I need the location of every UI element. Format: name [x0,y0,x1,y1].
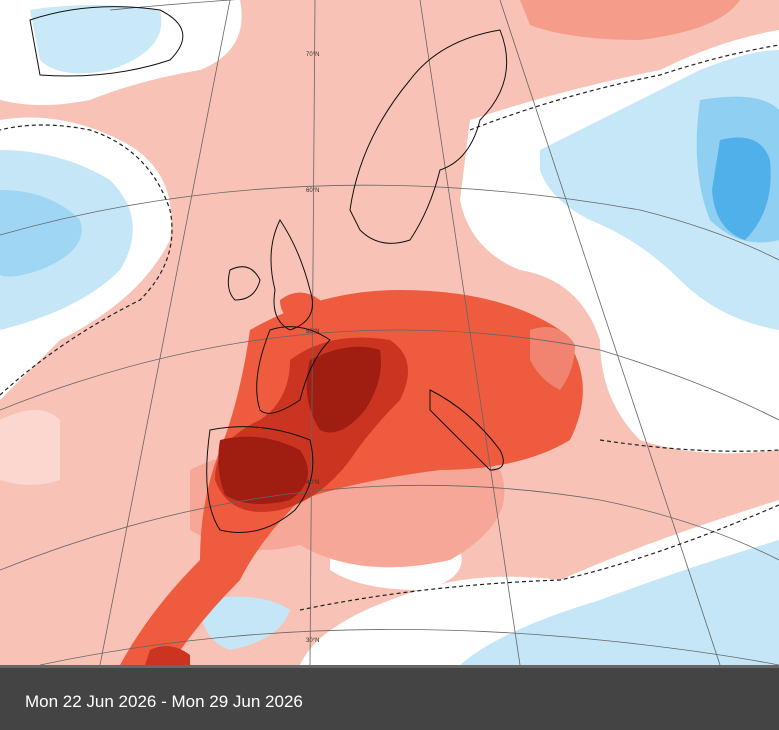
date-range-caption: Mon 22 Jun 2026 - Mon 29 Jun 2026 [25,692,303,711]
latitude-label: 60°N [306,188,319,194]
latitude-label: 30°N [306,638,319,644]
caption-bar: Mon 22 Jun 2026 - Mon 29 Jun 2026 [0,665,779,730]
latitude-label: 40°N [306,480,319,486]
latitude-label: 70°N [306,52,319,58]
contours-and-coasts [0,6,779,611]
latitude-label: 50°N [306,329,319,335]
warm-anomaly-areas [120,0,740,665]
graticule [0,0,779,665]
anomaly-map: 70°N 60°N 50°N 40°N 30°N [0,0,779,665]
cool-anomaly-areas [0,0,779,665]
latitude-labels: 70°N 60°N 50°N 40°N 30°N [306,52,319,644]
